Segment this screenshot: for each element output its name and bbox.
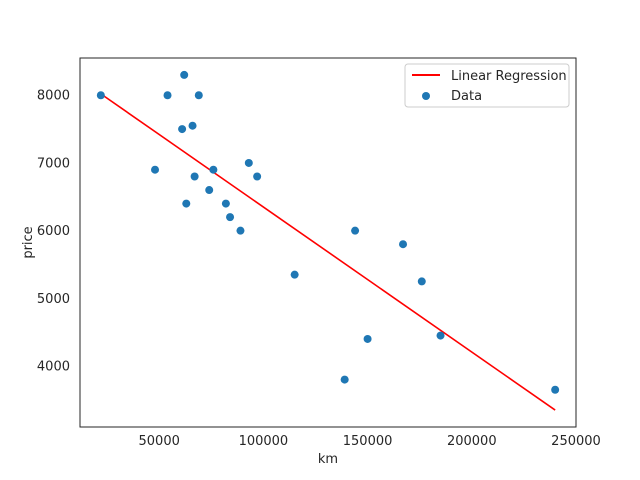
data-point — [163, 91, 172, 100]
y-tick-label: 8000 — [37, 89, 70, 104]
data-point — [188, 121, 197, 130]
data-point — [290, 270, 299, 279]
x-tick-label: 250000 — [551, 434, 601, 449]
data-point — [180, 70, 189, 79]
x-tick-label: 100000 — [239, 434, 289, 449]
y-axis-label: price — [21, 226, 36, 258]
regression-line — [100, 93, 556, 411]
data-point — [253, 172, 262, 181]
y-axis-ticks: 4000 5000 6000 7000 8000 — [37, 89, 70, 375]
data-point — [178, 125, 187, 134]
data-point — [236, 226, 245, 235]
data-point — [436, 331, 445, 340]
legend-box — [404, 63, 570, 108]
data-point — [194, 91, 203, 100]
data-point — [244, 158, 253, 167]
data-point — [351, 226, 360, 235]
data-point — [417, 277, 426, 286]
data-point — [209, 165, 218, 174]
data-point — [151, 165, 160, 174]
x-tick-label: 50000 — [139, 434, 180, 449]
legend: Linear Regression Data — [404, 63, 570, 108]
plot-frame — [79, 57, 577, 428]
data-point — [205, 186, 214, 195]
legend-entry-scatter: Data — [451, 89, 482, 104]
x-tick-label: 150000 — [343, 434, 393, 449]
data-point — [221, 199, 230, 208]
data-point — [182, 199, 191, 208]
data-point — [340, 375, 349, 384]
y-tick-label: 6000 — [37, 224, 70, 239]
data-point — [399, 240, 408, 249]
x-tick-label: 200000 — [447, 434, 497, 449]
data-point — [96, 91, 105, 100]
data-point — [190, 172, 199, 181]
y-tick-label: 5000 — [37, 292, 70, 307]
plot-area — [96, 70, 560, 411]
y-tick-label: 4000 — [37, 360, 70, 375]
legend-entry-line: Linear Regression — [451, 69, 567, 84]
x-axis-label: km — [318, 452, 338, 467]
data-point — [226, 213, 235, 222]
data-point — [551, 385, 560, 394]
y-tick-label: 7000 — [37, 156, 70, 171]
data-point — [363, 334, 372, 343]
legend-dot-swatch — [422, 92, 430, 100]
x-axis-ticks: 50000 100000 150000 200000 250000 — [139, 434, 601, 449]
